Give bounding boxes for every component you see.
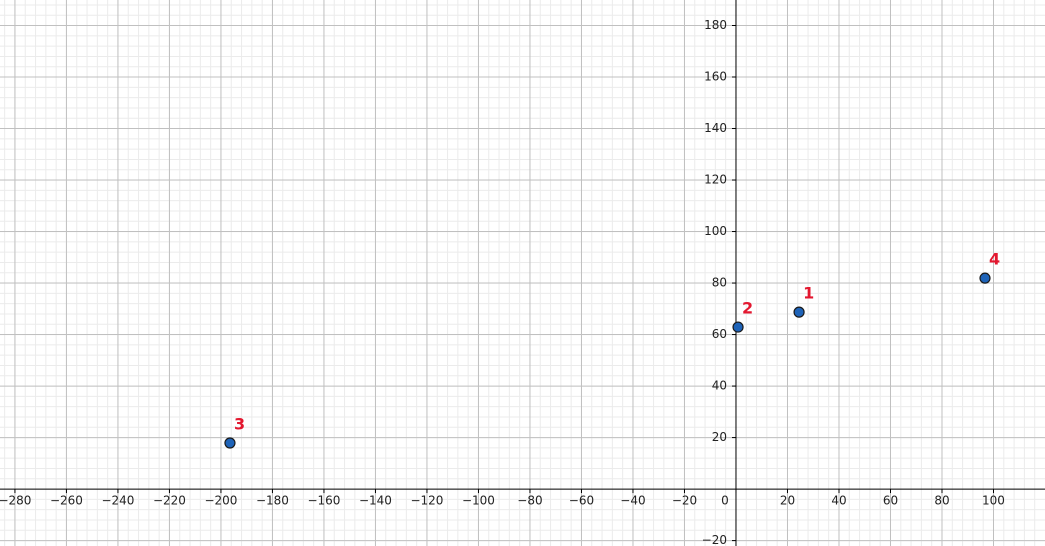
x-tick-label: −260: [50, 494, 83, 508]
x-tick-label: 20: [780, 494, 795, 508]
point: [979, 272, 991, 284]
point-label: 4: [989, 250, 1000, 269]
x-tick-label: −240: [101, 494, 134, 508]
x-tick-label: −220: [153, 494, 186, 508]
point: [732, 321, 744, 333]
x-tick-label: −60: [569, 494, 594, 508]
point: [224, 437, 236, 449]
y-tick-label: 40: [712, 379, 727, 393]
x-tick-label: −20: [672, 494, 697, 508]
x-tick-label: 0: [721, 494, 729, 508]
y-tick-label: 160: [704, 70, 727, 84]
x-tick-label: −180: [256, 494, 289, 508]
point-label: 2: [742, 299, 753, 318]
x-tick-label: 40: [831, 494, 846, 508]
x-tick-label: −80: [517, 494, 542, 508]
y-tick-label: 140: [704, 121, 727, 135]
x-tick-label: 80: [934, 494, 949, 508]
x-tick-label: −160: [307, 494, 340, 508]
x-tick-label: −120: [410, 494, 443, 508]
y-tick-label: 180: [704, 18, 727, 32]
point: [793, 306, 805, 318]
y-tick-label: 20: [712, 430, 727, 444]
x-tick-label: 60: [883, 494, 898, 508]
y-tick-label: 120: [704, 173, 727, 187]
y-tick-label: 80: [712, 276, 727, 290]
x-tick-label: −40: [620, 494, 645, 508]
y-tick-label: −20: [702, 533, 727, 546]
x-tick-label: −140: [359, 494, 392, 508]
x-tick-label: −280: [0, 494, 31, 508]
y-tick-label: 100: [704, 224, 727, 238]
x-tick-label: −100: [462, 494, 495, 508]
x-tick-label: 100: [982, 494, 1005, 508]
point-label: 3: [234, 414, 245, 433]
x-tick-label: −200: [204, 494, 237, 508]
y-tick-label: 60: [712, 327, 727, 341]
point-label: 1: [803, 284, 814, 303]
